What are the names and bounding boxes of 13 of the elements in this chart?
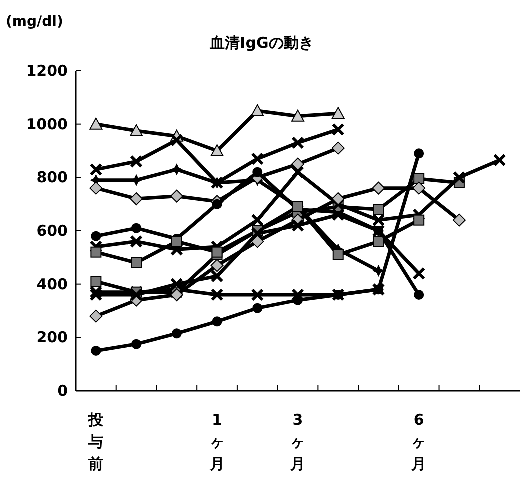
y-tick-label: 800 [36, 168, 68, 187]
y-tick-label: 1200 [26, 62, 68, 80]
x-tick-label: 1ヶ月 [208, 411, 225, 473]
y-tick-label: 400 [36, 275, 68, 294]
x-tick-label: 3ヶ月 [290, 411, 306, 473]
y-tick-label: 1000 [26, 115, 68, 134]
y-tick-label: 600 [36, 222, 68, 240]
y-axis-title: (mg/dl) [6, 14, 64, 30]
x-tick-label: 投与前 [88, 411, 105, 473]
y-tick-label: 200 [36, 328, 68, 347]
x-tick-label: 6ヶ月 [410, 411, 427, 473]
y-tick-label: 0 [58, 382, 68, 400]
chart-title: 血清IgGの動き [209, 34, 314, 52]
